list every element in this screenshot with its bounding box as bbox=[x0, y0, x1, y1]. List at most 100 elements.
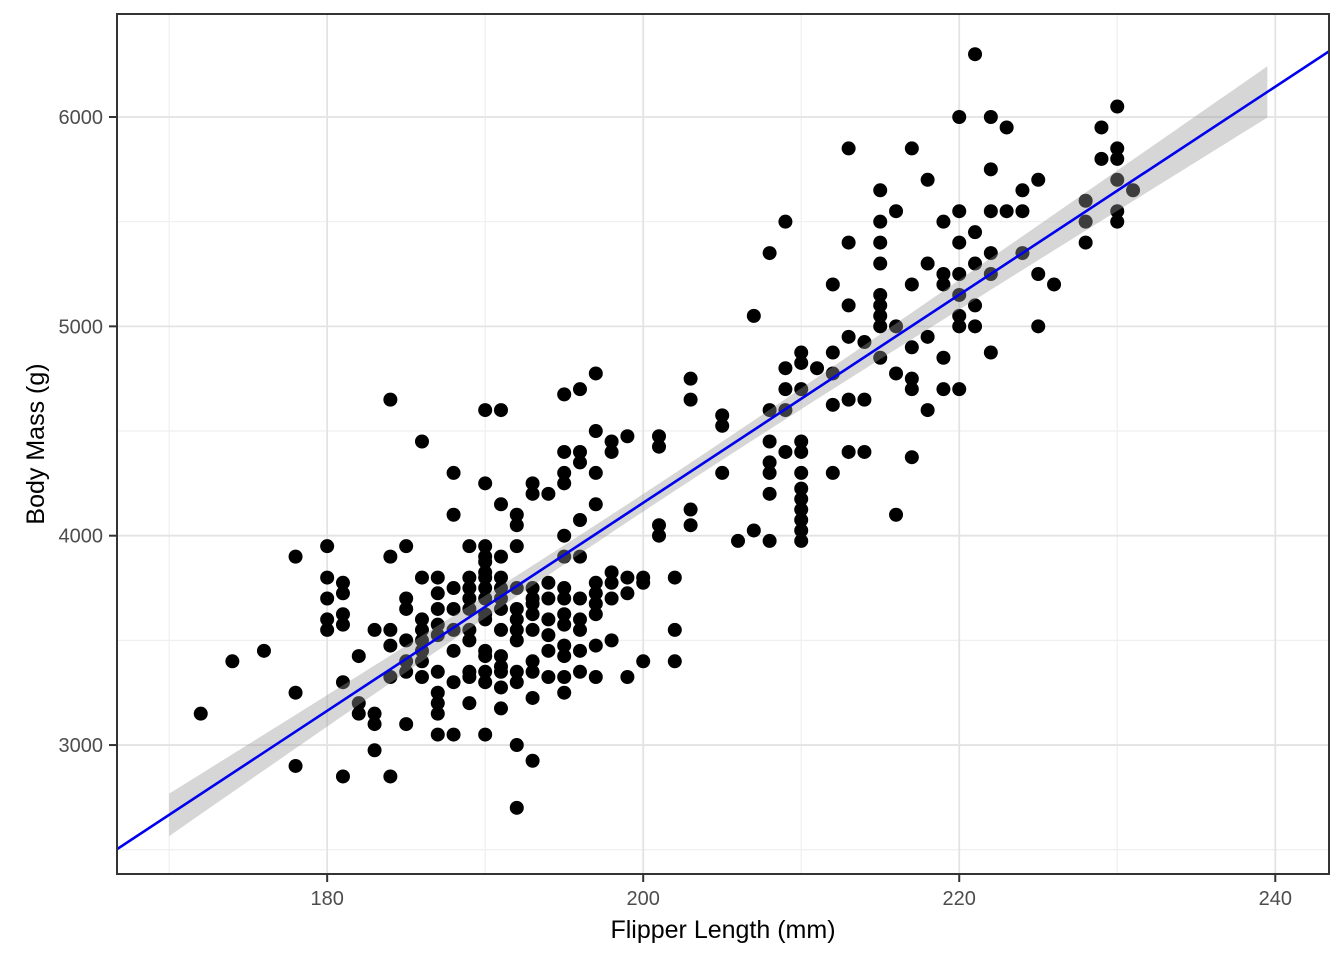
data-point bbox=[493, 549, 508, 564]
data-point bbox=[999, 204, 1014, 219]
data-point bbox=[1126, 183, 1141, 198]
data-point bbox=[1015, 204, 1030, 219]
data-point bbox=[478, 539, 493, 554]
data-point bbox=[256, 643, 271, 658]
data-point bbox=[794, 492, 809, 507]
data-point bbox=[667, 654, 682, 669]
data-point bbox=[968, 319, 983, 334]
data-point bbox=[904, 382, 919, 397]
data-point bbox=[320, 539, 335, 554]
data-point bbox=[557, 685, 572, 700]
data-point bbox=[762, 246, 777, 261]
data-point bbox=[968, 225, 983, 240]
data-point bbox=[1110, 204, 1125, 219]
data-point bbox=[604, 575, 619, 590]
data-point bbox=[620, 429, 635, 444]
data-point bbox=[557, 387, 572, 402]
data-point bbox=[652, 429, 667, 444]
data-point bbox=[572, 549, 587, 564]
data-point bbox=[493, 701, 508, 716]
data-point bbox=[1094, 120, 1109, 135]
data-point bbox=[572, 622, 587, 637]
data-point bbox=[557, 444, 572, 459]
data-point bbox=[351, 696, 366, 711]
data-point bbox=[414, 654, 429, 669]
data-point bbox=[588, 607, 603, 622]
data-point bbox=[288, 758, 303, 773]
major-gridlines bbox=[117, 14, 1329, 874]
data-point bbox=[794, 512, 809, 527]
data-point bbox=[572, 612, 587, 627]
data-point bbox=[841, 444, 856, 459]
data-point bbox=[509, 675, 524, 690]
data-point bbox=[746, 308, 761, 323]
data-point bbox=[557, 476, 572, 491]
data-point bbox=[604, 565, 619, 580]
data-point bbox=[904, 450, 919, 465]
data-point bbox=[525, 486, 540, 501]
data-point bbox=[525, 654, 540, 669]
x-axis-title: Flipper Length (mm) bbox=[610, 916, 835, 944]
data-point bbox=[525, 690, 540, 705]
x-tick-label: 240 bbox=[1259, 888, 1292, 910]
data-point bbox=[383, 549, 398, 564]
data-point bbox=[509, 612, 524, 627]
data-point bbox=[399, 664, 414, 679]
data-point bbox=[983, 162, 998, 177]
data-point bbox=[572, 444, 587, 459]
data-point bbox=[367, 622, 382, 637]
data-point bbox=[557, 591, 572, 606]
data-point bbox=[430, 617, 445, 632]
data-point bbox=[478, 403, 493, 418]
data-point bbox=[794, 345, 809, 360]
data-point bbox=[478, 607, 493, 622]
data-point bbox=[652, 528, 667, 543]
data-point bbox=[541, 643, 556, 658]
data-point bbox=[983, 345, 998, 360]
data-point bbox=[983, 109, 998, 124]
data-point bbox=[620, 670, 635, 685]
data-point bbox=[1031, 172, 1046, 187]
data-point bbox=[620, 570, 635, 585]
y-tick-label: 5000 bbox=[59, 316, 104, 338]
data-point bbox=[493, 601, 508, 616]
data-point bbox=[794, 465, 809, 480]
data-point bbox=[873, 235, 888, 250]
data-point bbox=[478, 649, 493, 664]
data-point bbox=[557, 638, 572, 653]
y-tick-label: 6000 bbox=[59, 107, 104, 129]
data-point bbox=[588, 465, 603, 480]
x-tick-label: 220 bbox=[943, 888, 976, 910]
data-point bbox=[810, 361, 825, 376]
data-point bbox=[904, 141, 919, 156]
data-point bbox=[873, 183, 888, 198]
data-point bbox=[288, 549, 303, 564]
data-point bbox=[335, 586, 350, 601]
data-point bbox=[873, 214, 888, 229]
data-point bbox=[620, 586, 635, 601]
x-tick-label: 200 bbox=[627, 888, 660, 910]
data-point bbox=[1110, 99, 1125, 114]
data-point bbox=[825, 345, 840, 360]
data-point bbox=[968, 47, 983, 62]
data-point bbox=[557, 581, 572, 596]
data-point bbox=[478, 727, 493, 742]
data-point bbox=[193, 706, 208, 721]
data-point bbox=[446, 643, 461, 658]
data-point bbox=[446, 507, 461, 522]
data-point bbox=[320, 591, 335, 606]
data-point bbox=[320, 612, 335, 627]
data-point bbox=[952, 382, 967, 397]
data-point bbox=[873, 287, 888, 302]
data-point bbox=[762, 465, 777, 480]
data-point bbox=[525, 622, 540, 637]
data-point bbox=[920, 172, 935, 187]
data-point bbox=[636, 575, 651, 590]
data-point bbox=[509, 539, 524, 554]
data-point bbox=[493, 680, 508, 695]
data-point bbox=[509, 507, 524, 522]
data-point bbox=[414, 434, 429, 449]
data-point bbox=[588, 586, 603, 601]
data-point bbox=[873, 350, 888, 365]
